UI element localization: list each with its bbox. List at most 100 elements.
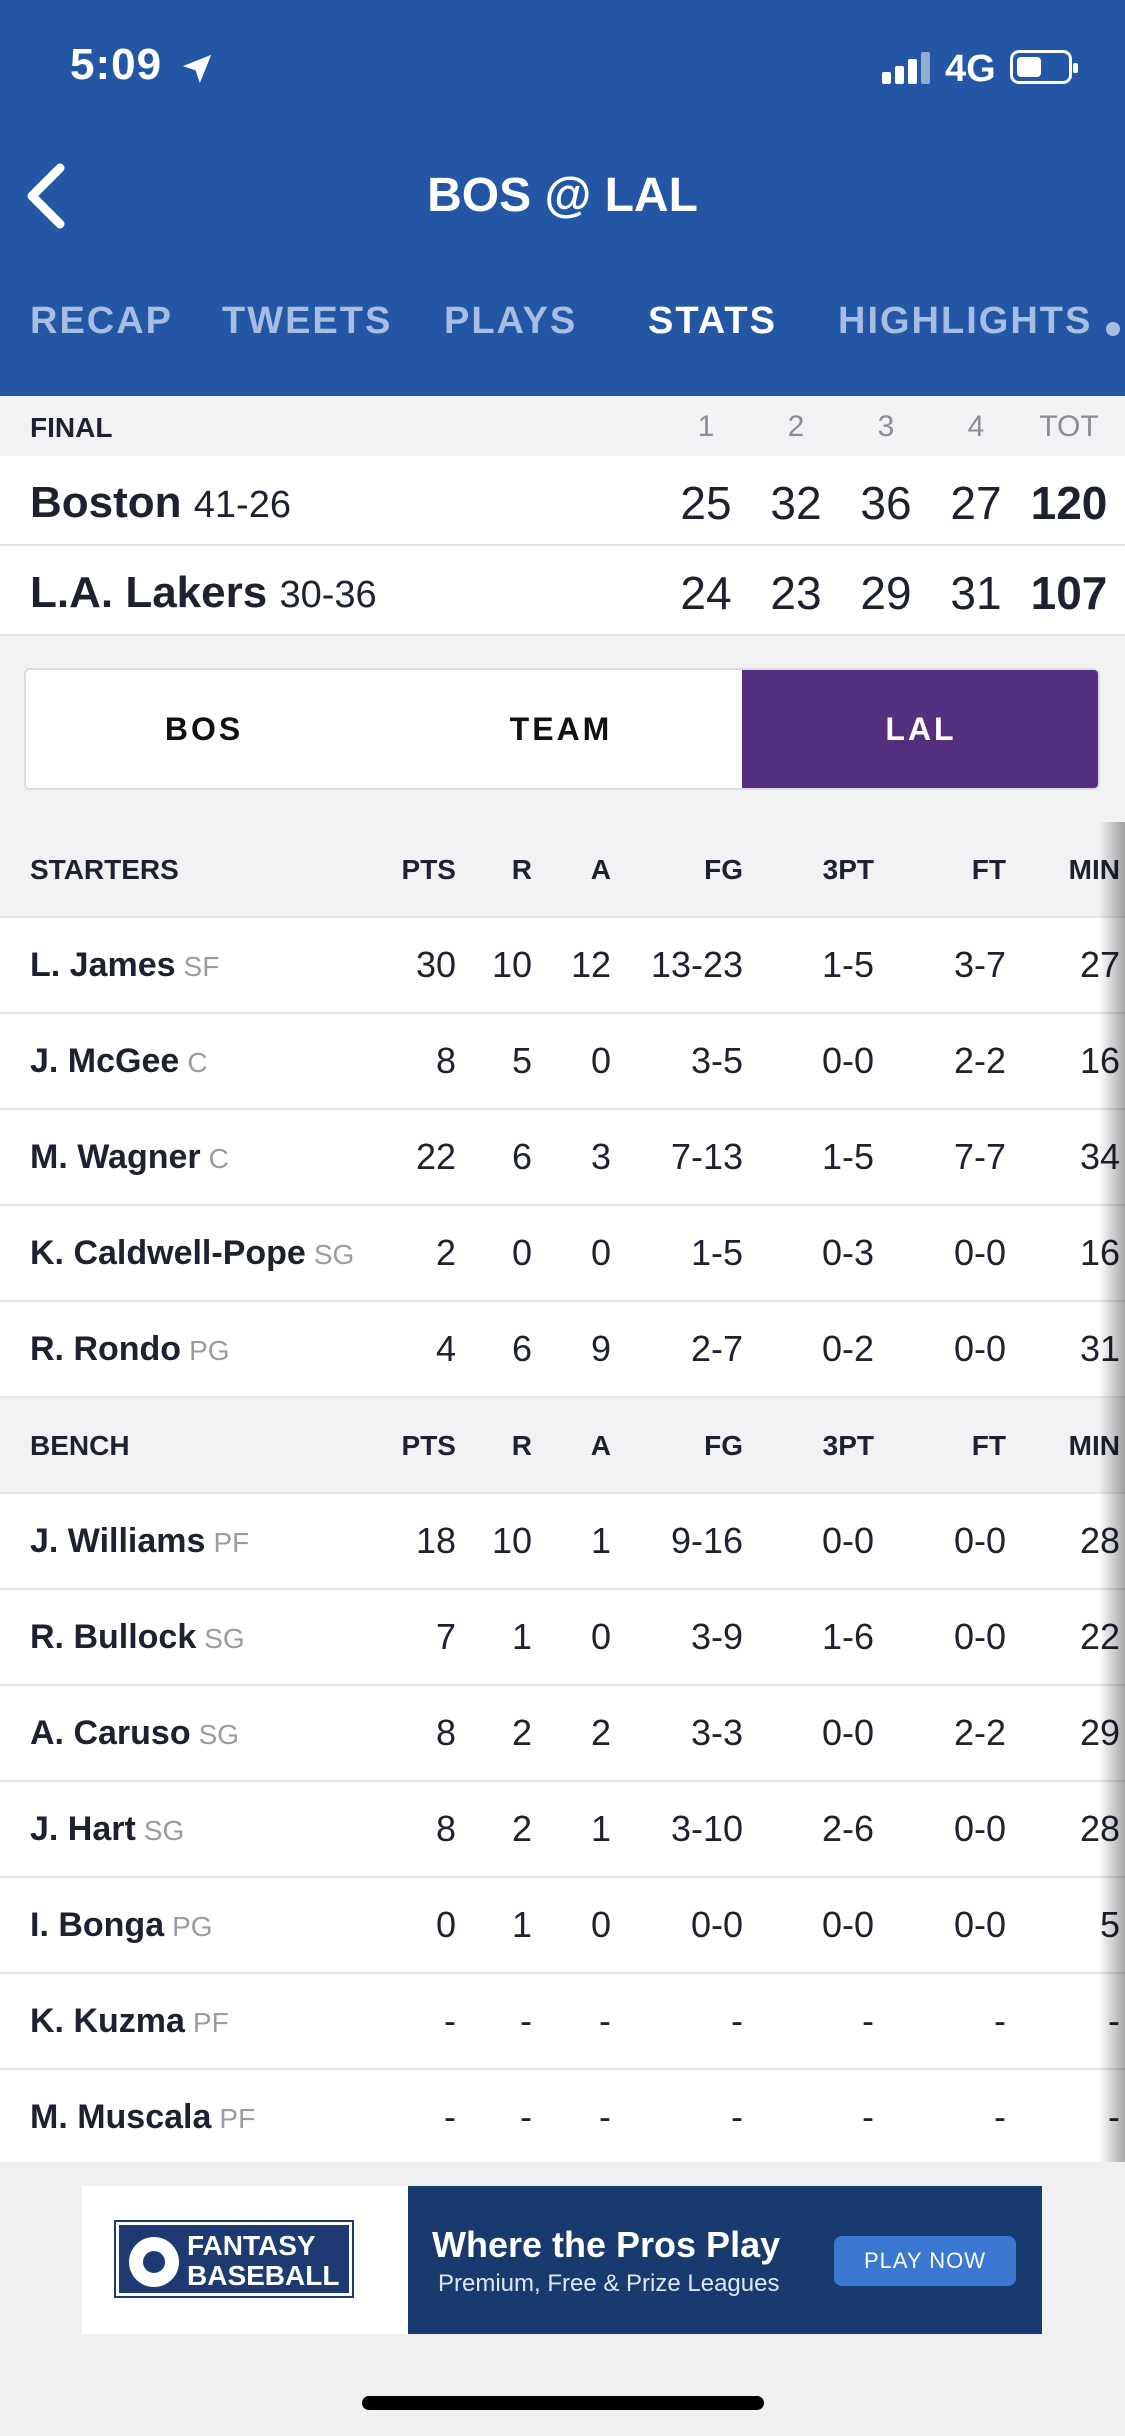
quarter-score: 31 <box>950 567 1002 619</box>
player-name[interactable]: M. Wagner <box>30 1138 201 1176</box>
stat-cell: 2 <box>511 1808 532 1849</box>
stat-cell: 28 <box>1030 1520 1120 1562</box>
play-now-button[interactable]: PLAY NOW <box>834 2236 1016 2286</box>
period-header: 1 <box>697 410 715 443</box>
quarter-score: 32 <box>770 477 822 529</box>
stat-cell: 2-2 <box>953 1712 1006 1753</box>
stat-cell: 0-0 <box>821 1040 874 1081</box>
stat-cell: 0 <box>435 1904 456 1945</box>
segment-lal[interactable]: LAL <box>742 670 1098 788</box>
column-header[interactable]: 3PT <box>822 854 874 885</box>
stat-cell: - <box>731 2096 743 2137</box>
column-header[interactable]: FT <box>971 1430 1006 1461</box>
player-name[interactable]: J. Hart <box>30 1810 136 1848</box>
stat-cell: 3 <box>590 1136 611 1177</box>
stat-cell: 0 <box>590 1904 611 1945</box>
column-header[interactable]: A <box>590 1430 611 1461</box>
period-header: 3 <box>877 410 895 443</box>
stat-cell: 6 <box>511 1328 532 1369</box>
stat-cell: 2 <box>435 1232 456 1273</box>
stat-cell: 1-5 <box>690 1232 743 1273</box>
more-tabs-indicator <box>1106 322 1120 336</box>
tab-bar: RECAP TWEETS PLAYS STATS HIGHLIGHTS <box>0 300 1125 360</box>
stat-cell: - <box>1030 2000 1120 2042</box>
quarter-score: 25 <box>680 477 732 529</box>
segment-team[interactable]: TEAM <box>509 711 613 747</box>
player-position: PG <box>189 1335 230 1366</box>
column-header[interactable]: FT <box>971 854 1006 885</box>
location-arrow-icon <box>182 54 212 84</box>
stat-cell: 1-5 <box>821 1136 874 1177</box>
column-header[interactable]: FG <box>704 1430 743 1461</box>
player-name[interactable]: R. Rondo <box>30 1330 182 1368</box>
stat-cell: 0-0 <box>821 1520 874 1561</box>
player-name[interactable]: R. Bullock <box>30 1618 197 1656</box>
home-indicator[interactable] <box>362 2396 764 2410</box>
tab-recap[interactable]: RECAP <box>30 300 174 342</box>
stat-cell: - <box>1030 2096 1120 2138</box>
column-header[interactable]: PTS <box>401 854 456 885</box>
tab-tweets[interactable]: TWEETS <box>222 300 393 342</box>
column-header[interactable]: R <box>511 1430 532 1461</box>
team-name: Boston <box>30 478 182 527</box>
stat-cell: 1 <box>590 1520 611 1561</box>
stat-cell: 29 <box>1030 1712 1120 1754</box>
player-name[interactable]: L. James <box>30 946 176 984</box>
stat-cell: 0-0 <box>953 1616 1006 1657</box>
column-header[interactable]: MIN <box>1068 1430 1120 1461</box>
column-header[interactable]: PTS <box>401 1430 456 1461</box>
player-position: PF <box>213 1527 250 1558</box>
player-name[interactable]: M. Muscala <box>30 2098 212 2136</box>
player-stats-table[interactable]: STARTERS PTS R A FG 3PT FT MIN L. James SF 30 10 12 1… <box>0 822 1125 2162</box>
stat-cell: 0-2 <box>821 1328 874 1369</box>
segment-bos[interactable]: BOS <box>164 711 244 747</box>
tab-plays[interactable]: PLAYS <box>444 300 578 342</box>
ad-banner[interactable]: FANTASY BASEBALL Where the Pros Play Prem… <box>82 2186 1042 2334</box>
stat-cell: 2-6 <box>821 1808 874 1849</box>
stat-cell: 8 <box>435 1040 456 1081</box>
back-chevron-icon[interactable] <box>22 160 72 232</box>
column-header[interactable]: R <box>511 854 532 885</box>
column-header[interactable]: A <box>590 854 611 885</box>
stat-cell: 31 <box>1030 1328 1120 1370</box>
section-label: BENCH <box>30 1430 130 1461</box>
player-name[interactable]: J. Williams <box>30 1522 206 1560</box>
stat-cell: 1-6 <box>821 1616 874 1657</box>
stat-cell: 2-2 <box>953 1040 1006 1081</box>
stat-cell: 34 <box>1030 1136 1120 1178</box>
column-header[interactable]: MIN <box>1068 854 1120 885</box>
tab-highlights[interactable]: HIGHLIGHTS <box>838 300 1093 342</box>
stat-cell: 18 <box>415 1520 456 1561</box>
player-name[interactable]: A. Caruso <box>30 1714 191 1752</box>
player-position: C <box>208 1143 229 1174</box>
stat-cell: - <box>862 2096 874 2137</box>
scoreboard-header: FINAL 1 2 3 4 TOT <box>0 396 1125 456</box>
stat-cell: 6 <box>511 1136 532 1177</box>
stat-cell: 0 <box>590 1232 611 1273</box>
column-header[interactable]: FG <box>704 854 743 885</box>
tab-stats[interactable]: STATS <box>648 300 777 342</box>
player-name[interactable]: J. McGee <box>30 1042 180 1080</box>
stat-cell: 2 <box>511 1712 532 1753</box>
team-name: L.A. Lakers <box>30 568 268 617</box>
player-name[interactable]: I. Bonga <box>30 1906 165 1944</box>
player-name[interactable]: K. Kuzma <box>30 2002 185 2040</box>
stat-cell: 5 <box>1030 1904 1120 1946</box>
total-score: 107 <box>1030 567 1108 619</box>
stat-cell: 0-3 <box>821 1232 874 1273</box>
player-name[interactable]: K. Caldwell-Pope <box>30 1234 306 1272</box>
stat-cell: 16 <box>1030 1040 1120 1082</box>
column-header[interactable]: 3PT <box>822 1430 874 1461</box>
